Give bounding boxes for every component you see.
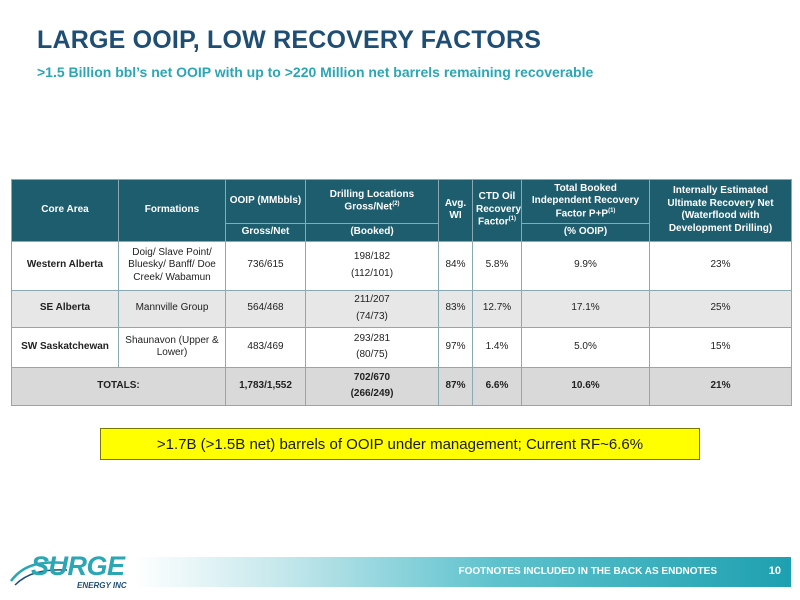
header-drilling: Drilling Locations Gross/Net(2)	[305, 179, 439, 224]
header-booked-rf-footnote: (1)	[608, 207, 616, 214]
logo-wordmark: SURGE	[31, 551, 125, 581]
cell-ctd: 5.8%	[472, 240, 522, 291]
cell-eur: 15%	[649, 326, 792, 368]
subheader-booked-rf: (% OOIP)	[521, 223, 650, 242]
cell-formations: Doig/ Slave Point/ Bluesky/ Banff/ Doe C…	[118, 240, 226, 291]
header-booked-rf: Total Booked Independent Recovery Factor…	[521, 179, 650, 224]
swoosh-icon	[10, 561, 68, 586]
totals-label: TOTALS:	[11, 366, 226, 406]
header-ooip: OOIP (MMbbls)	[225, 179, 306, 224]
cell-eur: 23%	[649, 240, 792, 291]
cell-drilling-booked: (74/73)	[356, 310, 388, 322]
header-ctd-footnote: (1)	[508, 216, 516, 223]
header-drilling-footnote: (2)	[392, 201, 400, 208]
callout-box: >1.7B (>1.5B net) barrels of OOIP under …	[100, 428, 700, 460]
cell-core-area: SE Alberta	[11, 289, 119, 328]
cell-ooip: 483/469	[225, 326, 306, 368]
cell-formations: Shaunavon (Upper & Lower)	[118, 326, 226, 368]
header-formations: Formations	[118, 179, 226, 242]
cell-drilling-booked: (112/101)	[350, 267, 394, 279]
cell-drilling-booked: (80/75)	[356, 349, 388, 360]
table-header-row: Core Area Formations OOIP (MMbbls) Drill…	[11, 179, 792, 242]
table-row: Western Alberta Doig/ Slave Point/ Blues…	[11, 240, 792, 291]
cell-booked-rf: 5.0%	[521, 326, 650, 368]
subheader-drilling: (Booked)	[305, 223, 439, 242]
header-drilling-label: Drilling Locations Gross/Net	[329, 188, 415, 213]
cell-ctd: 12.7%	[472, 289, 522, 328]
table-totals-row: TOTALS: 1,783/1,552 702/670 (266/249) 87%…	[11, 366, 792, 406]
totals-drilling-booked: (266/249)	[350, 388, 394, 399]
cell-avg-wi: 84%	[438, 240, 473, 291]
slide-subtitle: >1.5 Billion bbl’s net OOIP with up to >…	[37, 64, 594, 80]
cell-drilling-gross-net: 198/182	[353, 251, 391, 262]
totals-eur: 21%	[649, 366, 792, 406]
page-number: 10	[768, 565, 781, 577]
header-core-area: Core Area	[11, 179, 119, 242]
totals-ooip: 1,783/1,552	[225, 366, 306, 406]
totals-drilling: 702/670 (266/249)	[305, 366, 439, 406]
cell-ooip: 736/615	[225, 240, 306, 291]
footer-note: FOOTNOTES INCLUDED IN THE BACK AS ENDNOT…	[458, 566, 717, 577]
cell-ooip: 564/468	[225, 289, 306, 328]
slide-title: LARGE OOIP, LOW RECOVERY FACTORS	[37, 26, 542, 54]
totals-ctd: 6.6%	[472, 366, 522, 406]
recovery-factors-table: Core Area Formations OOIP (MMbbls) Drill…	[11, 179, 792, 406]
cell-eur: 25%	[649, 289, 792, 328]
footer-bar: FOOTNOTES INCLUDED IN THE BACK AS ENDNOT…	[134, 557, 791, 587]
header-avg-wi: Avg. WI	[438, 179, 473, 242]
cell-drilling-gross-net: 211/207	[354, 294, 390, 305]
totals-avg-wi: 87%	[438, 366, 473, 406]
totals-booked-rf: 10.6%	[521, 366, 650, 406]
cell-core-area: Western Alberta	[11, 240, 119, 291]
cell-booked-rf: 9.9%	[521, 240, 650, 291]
cell-core-area: SW Saskatchewan	[11, 326, 119, 368]
cell-avg-wi: 97%	[438, 326, 473, 368]
logo-subtext: ENERGY INC	[77, 581, 127, 590]
header-booked-rf-label: Total Booked Independent Recovery Factor…	[531, 182, 640, 219]
cell-drilling: 293/281 (80/75)	[305, 326, 439, 368]
cell-drilling: 211/207 (74/73)	[305, 289, 439, 328]
header-ctd: CTD Oil Recovery Factor(1)	[472, 179, 522, 242]
cell-booked-rf: 17.1%	[521, 289, 650, 328]
cell-avg-wi: 83%	[438, 289, 473, 328]
cell-formations: Mannville Group	[118, 289, 226, 328]
cell-drilling: 198/182 (112/101)	[305, 240, 439, 291]
cell-drilling-gross-net: 293/281	[353, 332, 391, 344]
header-ctd-label: CTD Oil Recovery Factor	[476, 191, 522, 228]
header-eur: Internally Estimated Ultimate Recovery N…	[649, 179, 792, 242]
table-row: SE Alberta Mannville Group 564/468 211/2…	[11, 289, 792, 328]
subheader-ooip: Gross/Net	[225, 223, 306, 242]
cell-ctd: 1.4%	[472, 326, 522, 368]
totals-drilling-gross-net: 702/670	[353, 371, 391, 383]
company-logo: SURGE ENERGY INC	[9, 551, 139, 593]
table-row: SW Saskatchewan Shaunavon (Upper & Lower…	[11, 326, 792, 368]
